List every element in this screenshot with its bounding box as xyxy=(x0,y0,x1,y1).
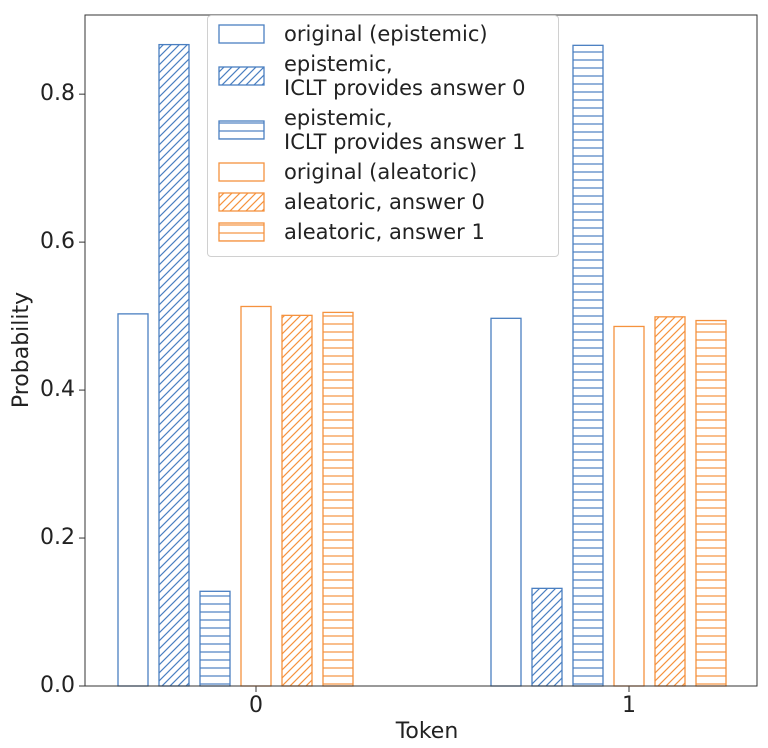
legend-entry: aleatoric, answer 0 xyxy=(218,190,558,214)
legend-label: aleatoric, answer 0 xyxy=(284,190,485,214)
legend-label: epistemic, ICLT provides answer 0 xyxy=(284,52,526,100)
legend: original (epistemic) epistemic, ICLT prov… xyxy=(207,15,559,257)
bar xyxy=(572,44,604,687)
legend-swatch xyxy=(218,162,265,182)
legend-entry: epistemic, ICLT provides answer 1 xyxy=(218,106,558,154)
legend-swatch xyxy=(218,192,265,212)
legend-label: original (epistemic) xyxy=(284,22,488,46)
y-tick-label: 0.2 xyxy=(40,525,75,550)
bar xyxy=(531,587,563,687)
legend-label: original (aleatoric) xyxy=(284,160,478,184)
x-axis-label: Token xyxy=(395,719,459,744)
legend-entry: original (epistemic) xyxy=(218,22,558,46)
bar xyxy=(240,305,272,687)
y-tick-label: 0.0 xyxy=(40,673,75,698)
y-axis-label: Probability xyxy=(9,292,34,408)
x-tick-label: 1 xyxy=(622,693,636,718)
legend-swatch xyxy=(218,222,265,242)
legend-label: aleatoric, answer 1 xyxy=(284,220,485,244)
legend-label: epistemic, ICLT provides answer 1 xyxy=(284,106,526,154)
legend-swatch xyxy=(218,66,265,86)
bar xyxy=(158,43,190,687)
bar xyxy=(322,311,354,687)
bar xyxy=(117,313,149,687)
bar xyxy=(613,325,645,687)
bar xyxy=(490,317,522,687)
bar xyxy=(281,314,313,687)
bar xyxy=(199,590,231,687)
bar xyxy=(695,319,727,687)
bar xyxy=(654,316,686,687)
legend-entry: epistemic, ICLT provides answer 0 xyxy=(218,52,558,100)
legend-swatch xyxy=(218,24,265,44)
y-tick-label: 0.8 xyxy=(40,81,75,106)
legend-entry: original (aleatoric) xyxy=(218,160,558,184)
legend-swatch xyxy=(218,120,265,140)
y-tick-label: 0.6 xyxy=(40,229,75,254)
x-tick-label: 0 xyxy=(249,693,263,718)
legend-entry: aleatoric, answer 1 xyxy=(218,220,558,244)
y-tick-label: 0.4 xyxy=(40,377,75,402)
